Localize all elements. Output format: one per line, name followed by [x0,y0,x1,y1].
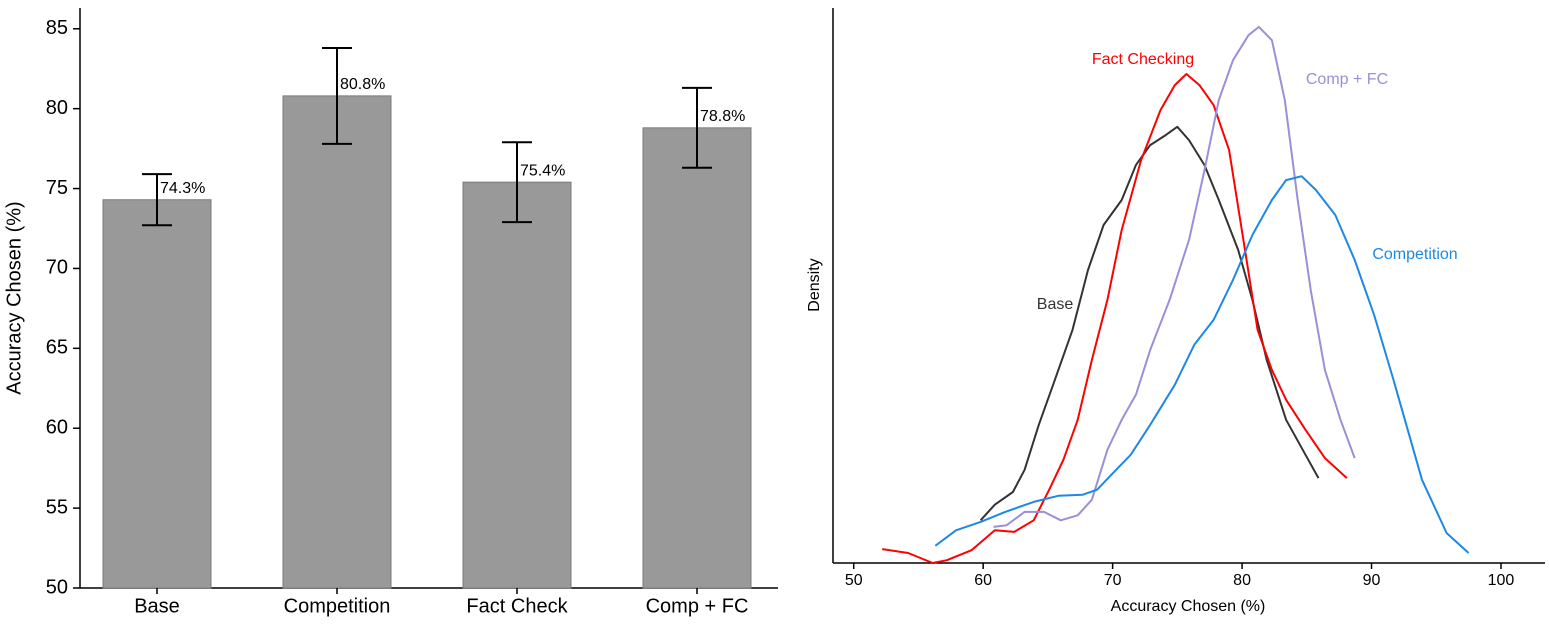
y-axis-title: Density [806,258,823,311]
y-axis-title: Accuracy Chosen (%) [3,201,25,394]
x-tick-label: Competition [284,595,391,617]
error-bar [502,141,532,224]
y-tick-label: 70 [46,257,68,279]
x-tick-label: 90 [1363,572,1381,589]
series-label: Comp + FC [1306,71,1388,88]
error-bar [322,46,352,145]
value-label: 75.4% [520,162,565,179]
y-tick-label: 60 [46,417,68,439]
density-line [979,125,1320,521]
x-tick-label: Fact Check [466,595,568,617]
x-tick-label: 60 [974,572,992,589]
x-tick-label: 50 [845,572,863,589]
value-label: 74.3% [160,180,205,197]
value-label: 78.8% [700,108,745,125]
error-bar [682,86,712,169]
bar [642,127,752,589]
x-tick-label: Comp + FC [646,595,749,617]
x-axis-title: Accuracy Chosen (%) [1111,598,1266,615]
series-label: Fact Checking [1092,51,1194,68]
y-tick-label: 75 [46,177,68,199]
series-label: Competition [1372,246,1457,263]
y-tick-label: 65 [46,337,68,359]
bar [462,181,572,589]
bar [282,95,392,589]
density-line [993,25,1356,528]
y-tick-label: 80 [46,97,68,119]
density-line [882,73,1348,564]
y-tick-label: 55 [46,496,68,518]
y-tick-label: 85 [46,17,68,39]
density-line [934,175,1470,554]
y-tick-label: 50 [46,576,68,598]
value-label: 80.8% [340,76,385,93]
x-tick-label: 80 [1233,572,1251,589]
bar [102,199,212,589]
error-bar [142,173,172,227]
series-label: Base [1037,296,1074,313]
x-tick-label: Base [134,595,180,617]
x-tick-label: 100 [1488,572,1515,589]
x-tick-label: 70 [1104,572,1122,589]
